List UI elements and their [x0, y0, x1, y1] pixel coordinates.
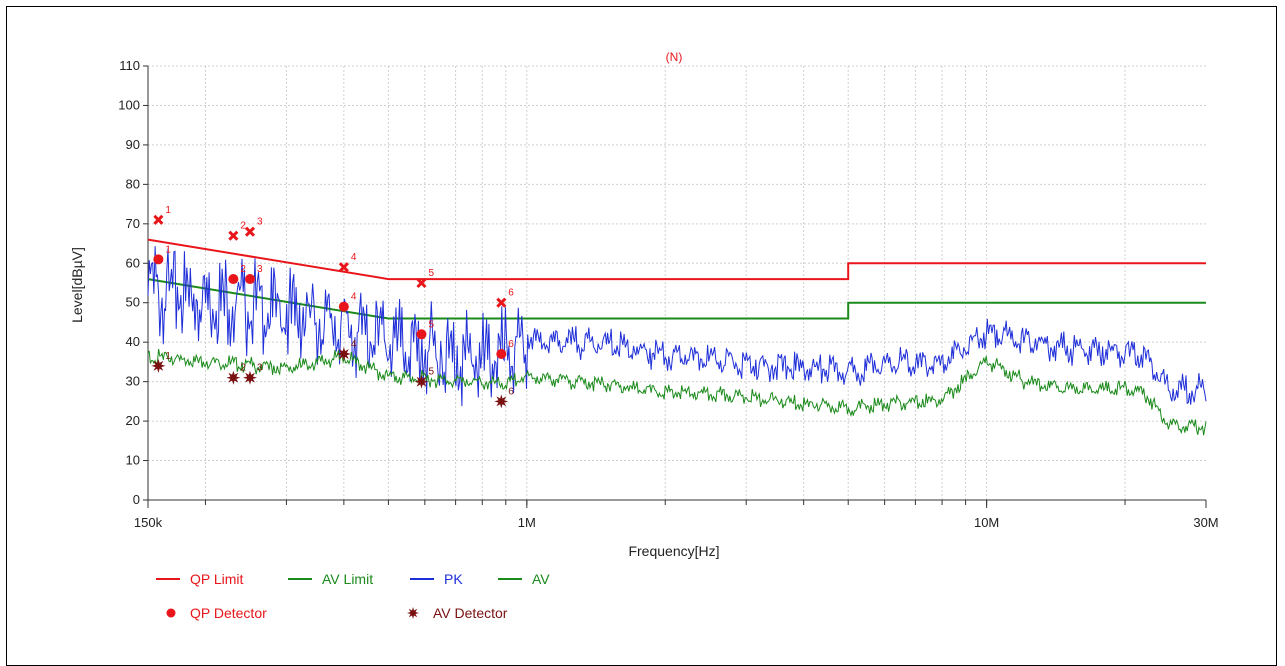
marker-label: 2	[240, 363, 246, 374]
qp-detector-marker	[496, 349, 507, 360]
legend-item: AV	[498, 571, 550, 587]
series-pk	[147, 246, 1207, 407]
marker-label: 6	[508, 386, 514, 397]
peak-marker-stroke	[338, 262, 349, 273]
marker-label: 6	[508, 288, 514, 299]
peak-marker	[153, 214, 164, 225]
peak-marker	[228, 230, 239, 241]
x-tick-label: 150k	[134, 515, 163, 530]
x-tick-label: 30M	[1193, 515, 1218, 530]
marker-label: 3	[257, 363, 263, 374]
chart-title: (N)	[666, 50, 683, 64]
marker-label: 1	[165, 205, 171, 216]
marker-label: 2	[240, 221, 246, 232]
marker-label: 1	[165, 351, 171, 362]
av-detector-marker	[494, 394, 509, 409]
y-tick-label: 110	[119, 58, 140, 73]
series-av	[147, 348, 1207, 436]
series-layer	[147, 238, 1207, 436]
y-tick-label: 40	[126, 334, 140, 349]
qp-detector-marker	[245, 274, 256, 285]
legend-label: QP Limit	[190, 571, 244, 587]
marker-label: 5	[428, 268, 434, 279]
marker-label: 6	[508, 339, 514, 350]
marker-label: 4	[351, 252, 357, 263]
series-av-limit	[147, 278, 1206, 320]
marker-label: 4	[351, 292, 357, 303]
y-tick-label: 20	[126, 413, 140, 428]
marker-label: 3	[257, 264, 263, 275]
y-tick-label: 70	[126, 216, 140, 231]
qp-detector-marker	[338, 301, 349, 312]
marker-label: 5	[428, 367, 434, 378]
legend-label: AV Detector	[433, 605, 508, 621]
peak-marker	[244, 226, 256, 237]
av-detector-marker	[151, 358, 166, 373]
av-detector-marker	[243, 370, 257, 385]
legend-swatch	[166, 608, 176, 618]
x-tick-label: 10M	[974, 515, 999, 530]
x-axis-title: Frequency[Hz]	[628, 543, 719, 559]
peak-marker	[416, 277, 427, 289]
legend-swatch	[407, 607, 419, 619]
qp-detector-marker	[416, 329, 427, 340]
grid	[148, 65, 1206, 501]
marker-label: 5	[428, 319, 434, 330]
y-tick-label: 50	[126, 295, 140, 310]
peak-marker	[496, 297, 507, 308]
marker-label: 4	[351, 339, 357, 350]
peak-marker-stroke	[416, 277, 427, 289]
av-detector-marker	[414, 374, 429, 389]
av-detector-marker	[336, 347, 351, 361]
y-tick-label: 30	[126, 374, 140, 389]
y-tick-label: 90	[126, 137, 140, 152]
marker-label: 1	[165, 244, 171, 255]
peak-marker-stroke	[153, 214, 164, 225]
series-qp-limit	[147, 238, 1206, 281]
peak-marker-stroke	[228, 230, 239, 241]
av-detector-marker	[226, 370, 241, 385]
marker-label: 2	[240, 264, 246, 275]
qp-detector-marker	[228, 274, 239, 285]
y-tick-label: 10	[126, 453, 140, 468]
axes: 0 10 20 30 40 50 60 70 80 90 100 110 150k 1M 10M 30M	[118, 58, 1218, 530]
legend-item: AV Limit	[288, 571, 373, 587]
y-tick-label: 80	[126, 176, 140, 191]
peak-marker-stroke	[244, 226, 256, 237]
y-tick-label: 0	[133, 492, 140, 507]
marker-label: 3	[257, 217, 263, 228]
y-tick-label: 100	[118, 97, 140, 112]
legend-item: PK	[410, 571, 463, 587]
qp-detector-marker	[153, 254, 164, 265]
legend-item: QP Limit	[156, 571, 244, 587]
legend-label: QP Detector	[190, 605, 267, 621]
legend: QP Limit AV Limit PK AV QP Detector AV Detect…	[156, 571, 550, 621]
y-tick-label: 60	[126, 255, 140, 270]
legend-label: AV Limit	[322, 571, 373, 587]
legend-label: AV	[532, 571, 550, 587]
legend-label: PK	[444, 571, 463, 587]
peak-marker-stroke	[496, 297, 507, 308]
peak-marker	[338, 262, 349, 273]
y-axis-title: Level[dBµV]	[69, 247, 85, 323]
legend-item: AV Detector	[407, 605, 508, 621]
legend-item: QP Detector	[166, 605, 267, 621]
x-tick-label: 1M	[518, 515, 536, 530]
